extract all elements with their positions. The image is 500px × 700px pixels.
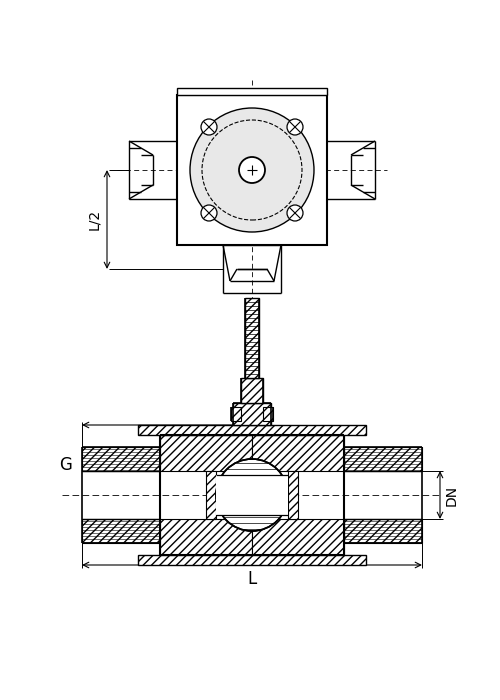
Bar: [252, 519, 344, 555]
Circle shape: [239, 157, 265, 183]
Bar: [206, 471, 216, 519]
Bar: [252, 435, 344, 471]
Text: DN: DN: [445, 484, 459, 505]
Bar: [245, 298, 259, 378]
Text: G: G: [60, 456, 72, 474]
Text: L: L: [248, 570, 256, 588]
Bar: [82, 519, 160, 543]
Bar: [177, 95, 327, 245]
Bar: [216, 475, 288, 515]
Bar: [233, 403, 271, 425]
Bar: [288, 471, 298, 519]
Circle shape: [201, 205, 217, 221]
Bar: [82, 447, 160, 471]
Bar: [231, 407, 241, 421]
Bar: [138, 555, 366, 565]
Circle shape: [216, 459, 288, 531]
Text: L/2: L/2: [87, 209, 101, 230]
Circle shape: [201, 119, 217, 135]
Bar: [160, 435, 252, 471]
Circle shape: [287, 119, 303, 135]
Bar: [263, 407, 273, 421]
Bar: [160, 519, 252, 555]
Bar: [344, 519, 422, 543]
Bar: [177, 88, 327, 95]
Bar: [138, 425, 366, 435]
Circle shape: [287, 205, 303, 221]
Bar: [241, 378, 263, 403]
Bar: [344, 447, 422, 471]
Circle shape: [190, 108, 314, 232]
